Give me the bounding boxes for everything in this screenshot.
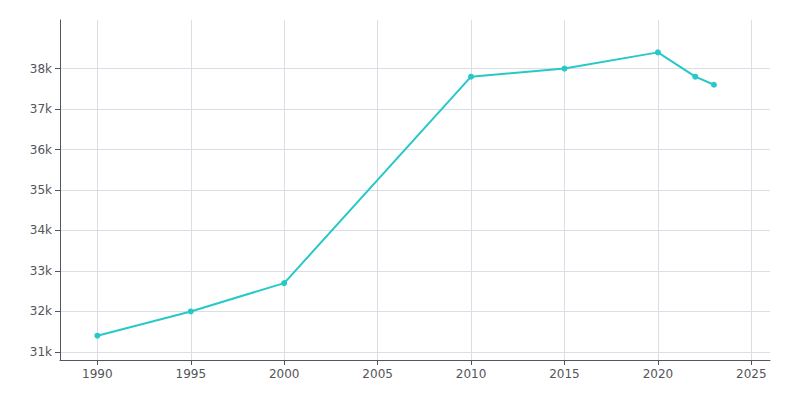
svg-text:1990: 1990 <box>82 367 113 381</box>
svg-text:36k: 36k <box>30 143 52 157</box>
svg-text:33k: 33k <box>30 264 52 278</box>
svg-text:2000: 2000 <box>269 367 300 381</box>
svg-text:32k: 32k <box>30 304 52 318</box>
svg-text:2025: 2025 <box>736 367 767 381</box>
svg-text:34k: 34k <box>30 223 52 237</box>
svg-text:37k: 37k <box>30 102 52 116</box>
svg-text:2020: 2020 <box>643 367 674 381</box>
svg-text:35k: 35k <box>30 183 52 197</box>
svg-text:2005: 2005 <box>362 367 393 381</box>
svg-text:2010: 2010 <box>456 367 487 381</box>
svg-text:38k: 38k <box>30 62 52 76</box>
svg-text:31k: 31k <box>30 345 52 359</box>
svg-text:2015: 2015 <box>549 367 580 381</box>
svg-text:1995: 1995 <box>176 367 207 381</box>
